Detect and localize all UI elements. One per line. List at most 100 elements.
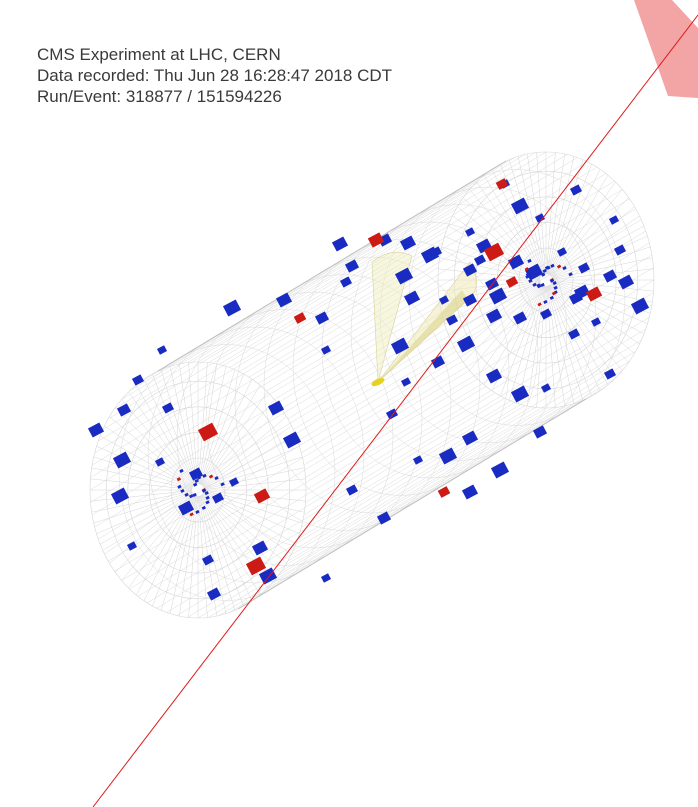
endcap-spoke <box>500 285 544 397</box>
barrel-ring <box>350 204 568 461</box>
hadronic-deposit <box>211 492 225 504</box>
endcap-spoke <box>526 153 546 275</box>
hadronic-deposit <box>512 311 528 325</box>
jet-cone-upper <box>371 251 413 383</box>
hadronic-deposit <box>438 447 458 465</box>
electromagnetic-deposit <box>367 232 385 248</box>
hadronic-deposit <box>320 573 332 583</box>
hadronic-deposit <box>532 425 548 439</box>
hadronic-deposit <box>490 461 510 479</box>
endcap-spoke <box>91 490 193 513</box>
endcap-deposit <box>524 267 530 272</box>
endcap-deposit <box>532 282 537 287</box>
experiment-label: CMS Experiment at LHC, CERN <box>37 45 281 64</box>
hadronic-deposit <box>251 540 269 556</box>
hadronic-deposit <box>456 335 476 353</box>
electromagnetic-deposit <box>505 276 519 288</box>
endcap-spoke <box>96 445 193 489</box>
endcap-spoke <box>546 152 556 275</box>
endcap-deposit <box>184 492 189 497</box>
endcap-spoke <box>547 285 575 404</box>
endcap-deposit <box>180 488 185 493</box>
endcap-spoke <box>188 495 198 618</box>
endcap-spoke <box>508 159 545 275</box>
recorded-date: Data recorded: Thu Jun 28 16:28:47 2018 … <box>37 66 393 85</box>
endcap-spoke <box>491 285 544 391</box>
endcap-spoke <box>476 181 543 276</box>
endcap-deposit <box>542 268 547 273</box>
endcap-spoke <box>551 235 648 279</box>
electromagnetic-deposit <box>197 422 219 442</box>
endcap-deposit <box>204 491 209 496</box>
endcap-spoke <box>99 492 193 545</box>
endcap-spoke <box>199 369 236 485</box>
endcap-spoke <box>550 284 623 371</box>
endcap-spoke <box>91 467 193 490</box>
endcap-spoke <box>178 363 198 485</box>
endcap-deposit <box>202 473 207 478</box>
hadronic-deposit <box>177 500 195 516</box>
endcap-spoke <box>439 257 541 280</box>
barrel-edge <box>237 398 586 610</box>
electromagnetic-deposit <box>245 556 267 576</box>
hadronic-deposit <box>485 308 503 324</box>
hadronic-deposit <box>87 422 105 438</box>
hadronic-deposit <box>188 467 204 481</box>
hadronic-deposit <box>603 368 617 380</box>
hadronic-deposit <box>112 451 132 469</box>
hadronic-deposit <box>430 355 446 369</box>
hadronic-deposit <box>390 337 410 355</box>
electromagnetic-deposit <box>585 286 603 302</box>
endcap-spoke <box>202 493 287 564</box>
hadronic-deposit <box>339 276 353 288</box>
endcap-spoke <box>549 175 609 276</box>
hadronic-deposit <box>630 297 650 315</box>
endcap-spoke <box>551 257 653 280</box>
hadronic-deposit <box>569 184 583 196</box>
hadronic-deposit <box>403 290 421 306</box>
endcap-deposit <box>568 272 573 277</box>
endcap-deposit <box>192 482 198 487</box>
endcap-deposit <box>525 272 531 277</box>
hadronic-deposit <box>462 293 478 307</box>
endcap-spoke <box>90 490 193 502</box>
hadronic-deposit <box>126 541 138 551</box>
hadronic-deposit <box>556 247 568 257</box>
hadronic-deposit <box>228 477 240 487</box>
endcap-spoke <box>160 369 197 485</box>
hadronic-deposit <box>534 213 546 223</box>
endcap-deposit <box>179 468 184 474</box>
endcap-spoke <box>547 285 584 401</box>
endcap-spoke <box>203 478 306 490</box>
endcap-spoke <box>109 416 194 487</box>
hadronic-deposit <box>282 431 302 449</box>
endcap-deposit <box>205 500 210 505</box>
hadronic-deposit <box>376 511 392 525</box>
hadronic-deposit <box>314 311 330 325</box>
endcap-spoke <box>526 285 546 407</box>
endcap-spoke <box>96 491 193 535</box>
hadronic-deposit <box>524 263 544 281</box>
endcap-deposit <box>208 474 214 479</box>
endcap-spoke <box>203 425 292 488</box>
jet-cone-core <box>378 290 468 382</box>
endcap-spoke <box>469 284 542 371</box>
endcap-deposit <box>205 495 210 500</box>
endcap-spoke <box>438 268 541 280</box>
endcap-spoke <box>203 492 292 555</box>
endcap-deposit <box>195 509 200 515</box>
endcap-spoke <box>202 493 281 573</box>
endcap-deposit <box>177 484 182 489</box>
endcap-deposit <box>537 302 542 307</box>
endcap-spoke <box>457 206 542 277</box>
endcap-spoke <box>199 495 236 611</box>
endcap-deposit <box>553 285 558 290</box>
calorimeter-deposits <box>87 178 650 601</box>
hadronic-deposit <box>154 457 166 467</box>
electromagnetic-deposit <box>437 486 451 498</box>
endcap-spoke <box>143 379 196 485</box>
hadronic-deposit <box>399 235 417 251</box>
hadronic-deposit <box>573 284 591 300</box>
muon-track-icon <box>92 14 698 807</box>
endcap-spoke <box>551 281 648 325</box>
